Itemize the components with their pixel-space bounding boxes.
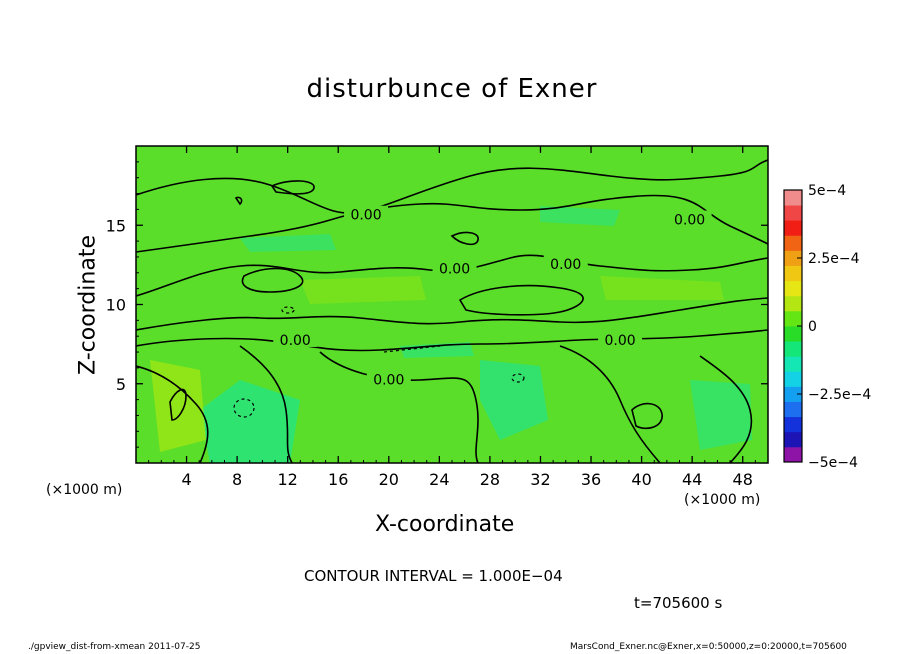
contour-labels: 0.00 0.00 0.00 0.00 0.00 0.00 0.00 <box>273 205 712 389</box>
colorbar-tick-label: 0 <box>808 319 817 335</box>
negative-contour <box>233 398 255 418</box>
x-tick-label: 16 <box>328 470 348 489</box>
contour-label: 0.00 <box>350 208 381 224</box>
contour-label-bg <box>366 370 411 387</box>
colorbar-swatch <box>784 250 802 266</box>
contour-interval-text: CONTOUR INTERVAL = 1.000E−04 <box>304 567 563 585</box>
colorbar-swatch <box>784 310 802 327</box>
contour-line <box>239 345 293 463</box>
negative-contour <box>281 306 295 314</box>
x-unit-label: (×1000 m) <box>684 492 761 508</box>
colorbar-tick-label: 5e−4 <box>808 183 846 199</box>
contour-line <box>450 231 479 246</box>
contour-line <box>241 267 304 293</box>
colorbar-tick-label: 2.5e−4 <box>808 251 860 267</box>
negative-region <box>690 380 752 450</box>
colorbar-swatch <box>784 431 802 448</box>
contour-label-bg <box>598 330 643 347</box>
contour-line <box>559 345 661 463</box>
negative-region <box>200 380 300 463</box>
x-tick-label: 32 <box>530 470 550 489</box>
z-unit-label: (×1000 m) <box>46 482 123 498</box>
contour-label: 0.00 <box>373 373 404 389</box>
contour-line <box>136 159 768 214</box>
x-tick-label: 48 <box>733 470 753 489</box>
negative-region <box>400 342 474 358</box>
positive-region <box>150 360 206 452</box>
plot-field: 0.00 0.00 0.00 0.00 0.00 0.00 0.00 <box>136 146 768 463</box>
contour-label-bg <box>344 205 389 222</box>
contour-line <box>458 284 584 316</box>
contour-lines <box>136 159 768 463</box>
x-tick-label: 36 <box>581 470 601 489</box>
footer-script-info: ./gpview_dist-from-xmean 2011-07-25 <box>28 642 201 652</box>
footer-file-info: MarsCond_Exner.nc@Exner,x=0:50000,z=0:20… <box>570 642 847 652</box>
contour-line <box>270 180 315 195</box>
colorbar-swatch <box>784 386 802 402</box>
contour-line <box>136 329 768 352</box>
colorbar-tick-label: −2.5e−4 <box>808 387 871 403</box>
colorbar-swatch <box>784 446 802 463</box>
contour-line <box>136 365 209 463</box>
y-tick-label: 5 <box>116 375 126 394</box>
x-tick-label: 24 <box>429 470 449 489</box>
colorbar-swatch <box>784 295 802 312</box>
contour-line <box>319 351 479 463</box>
chart-title: disturbunce of Exner <box>306 74 598 104</box>
x-tick-label: 12 <box>278 470 298 489</box>
positive-region <box>600 276 724 300</box>
colorbar-tick-label: −5e−4 <box>808 455 858 471</box>
x-tick-label: 4 <box>181 470 191 489</box>
colorbar-swatch <box>784 190 802 206</box>
x-tick-label: 44 <box>682 470 702 489</box>
colorbar: 5e−4 2.5e−4 0 −2.5e−4 −5e−4 <box>783 183 871 471</box>
positive-region <box>300 276 426 304</box>
negative-region <box>540 206 620 226</box>
negative-region <box>240 234 336 252</box>
contour-label-bg <box>432 259 477 276</box>
colorbar-swatch <box>784 235 802 251</box>
contour-line <box>169 388 187 421</box>
contour-line <box>699 355 753 463</box>
contour-label: 0.00 <box>605 333 636 349</box>
y-axis-label: Z-coordinate <box>75 235 101 375</box>
x-axis: 4 8 12 16 20 24 28 32 36 40 44 48 <box>148 146 756 489</box>
colorbar-swatch <box>784 220 802 236</box>
y-tick-label: 15 <box>106 216 126 235</box>
negative-region <box>480 360 548 440</box>
colorbar-swatch <box>784 205 802 221</box>
colorbar-swatch <box>784 280 802 297</box>
colorbar-swatch <box>784 265 802 282</box>
contour-label-bg <box>273 330 318 347</box>
negative-contour <box>511 373 525 383</box>
contour-label: 0.00 <box>439 262 470 278</box>
contour-line <box>234 196 243 206</box>
x-tick-label: 40 <box>631 470 651 489</box>
colorbar-swatch <box>784 326 802 342</box>
colorbar-swatch <box>784 356 802 372</box>
colorbar-swatch <box>784 341 802 357</box>
colorbar-swatch <box>784 416 802 433</box>
y-axis: 5 10 15 <box>106 161 768 448</box>
colorbar-swatch <box>784 371 802 387</box>
contour-label: 0.00 <box>280 333 311 349</box>
contour-label-bg <box>667 210 712 227</box>
colorbar-swatch <box>784 401 802 418</box>
contour-label: 0.00 <box>550 257 581 273</box>
contour-label: 0.00 <box>674 212 705 228</box>
x-tick-label: 20 <box>379 470 399 489</box>
x-tick-label: 28 <box>480 470 500 489</box>
contour-line <box>136 297 768 331</box>
negative-contours <box>233 306 525 418</box>
x-tick-label: 8 <box>232 470 242 489</box>
x-axis-label: X-coordinate <box>375 512 515 537</box>
time-label: t=705600 s <box>634 594 723 612</box>
y-tick-label: 10 <box>106 296 126 315</box>
contour-line <box>631 402 663 430</box>
contour-label-bg <box>543 254 588 271</box>
